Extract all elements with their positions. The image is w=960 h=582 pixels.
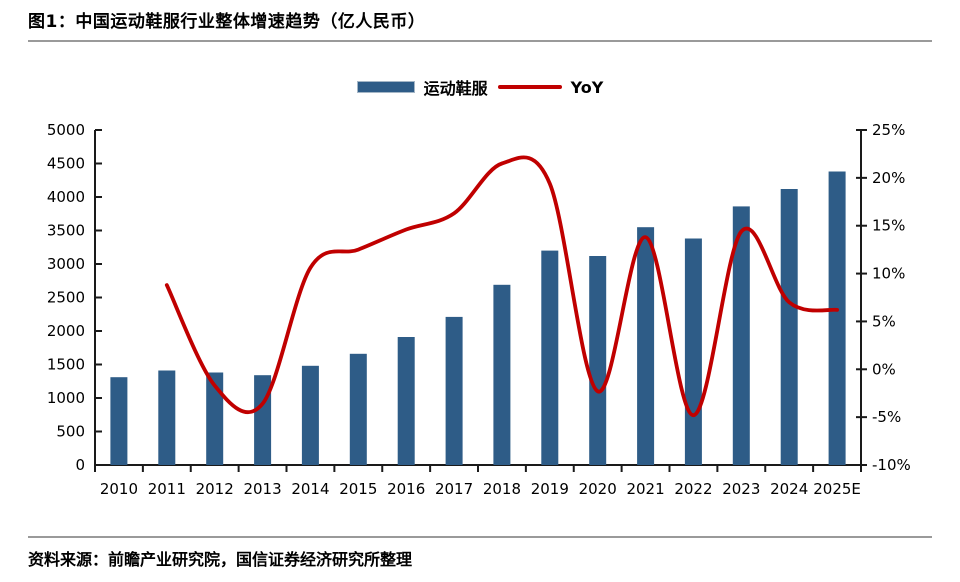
bar-2017 xyxy=(445,316,463,465)
bar-2016 xyxy=(397,337,415,465)
left-axis-tick-label: 2500 xyxy=(47,289,85,307)
right-axis-tick-label: 15% xyxy=(872,217,905,235)
bar-2022 xyxy=(684,238,702,465)
legend-item-bars: 运动鞋服 xyxy=(356,75,488,99)
bar-2023 xyxy=(732,206,750,465)
source-text: 资料来源：前瞻产业研究院，国信证券经济研究所整理 xyxy=(28,550,413,569)
x-axis-label: 2022 xyxy=(674,480,712,498)
growth-chart-svg: 0 500 1000 1500 2000 2500 3000 3500 4000 4500 5000… xyxy=(47,121,911,498)
x-axis-label: 2016 xyxy=(387,480,425,498)
x-axis-label: 2018 xyxy=(483,480,521,498)
legend-item-yoy: YoY xyxy=(497,77,604,97)
bar-2012 xyxy=(206,372,224,465)
left-axis-tick-label: 5000 xyxy=(47,121,85,139)
bars-legend-label: 运动鞋服 xyxy=(423,79,488,98)
yoy-legend-swatch xyxy=(497,85,562,89)
left-axis-tick-label: 1500 xyxy=(47,356,85,374)
right-axis-tick-label: -5% xyxy=(872,408,901,426)
bar-2019 xyxy=(541,250,559,465)
bar-2025E xyxy=(828,171,846,465)
left-axis-tick-label: 2000 xyxy=(47,322,85,340)
x-axis-label: 2024 xyxy=(770,480,808,498)
x-axis-label: 2025E xyxy=(813,480,861,498)
left-axis-tick-label: 1000 xyxy=(47,389,85,407)
right-axis-tick-label: 0% xyxy=(872,360,896,378)
bars-legend-swatch xyxy=(356,81,415,93)
bar-2011 xyxy=(158,370,176,465)
left-axis-tick-label: 4500 xyxy=(47,155,85,173)
left-axis-tick-label: 4000 xyxy=(47,188,85,206)
x-axis-label: 2021 xyxy=(626,480,664,498)
yoy-line xyxy=(164,155,839,418)
bar-2020 xyxy=(589,256,607,465)
bar-2010 xyxy=(110,377,128,465)
yoy-legend-label: YoY xyxy=(570,77,604,97)
x-axis-label: 2023 xyxy=(722,480,760,498)
figure-title: 图1：中国运动鞋服行业整体增速趋势（亿人民币） xyxy=(28,12,426,32)
left-axis-tick-label: 500 xyxy=(56,423,85,441)
right-axis-tick-label: 25% xyxy=(872,121,905,139)
x-axis-label: 2015 xyxy=(339,480,377,498)
right-axis-tick-label: -10% xyxy=(872,456,911,474)
chart-legend: 运动鞋服 YoY xyxy=(0,75,960,99)
x-axis-label: 2020 xyxy=(579,480,617,498)
x-axis-label: 2011 xyxy=(148,480,186,498)
x-axis-label: 2019 xyxy=(531,480,569,498)
right-axis-tick-label: 20% xyxy=(872,169,905,187)
bar-2018 xyxy=(493,284,511,465)
x-axis-label: 2010 xyxy=(100,480,138,498)
title-divider xyxy=(28,40,932,42)
left-axis-tick-label: 3500 xyxy=(47,222,85,240)
right-axis-tick-label: 5% xyxy=(872,312,896,330)
source-divider xyxy=(28,536,932,538)
x-axis-label: 2014 xyxy=(291,480,329,498)
left-axis-tick-label: 0 xyxy=(75,456,85,474)
right-axis-tick-label: 10% xyxy=(872,265,905,283)
bar-2021 xyxy=(637,227,655,465)
x-axis-label: 2013 xyxy=(243,480,281,498)
x-axis-label: 2017 xyxy=(435,480,473,498)
x-axis-label: 2012 xyxy=(196,480,234,498)
bar-2014 xyxy=(301,365,319,465)
left-axis-tick-label: 3000 xyxy=(47,255,85,273)
bars-series xyxy=(110,171,846,465)
bar-2024 xyxy=(780,189,798,465)
bar-2015 xyxy=(349,353,367,465)
